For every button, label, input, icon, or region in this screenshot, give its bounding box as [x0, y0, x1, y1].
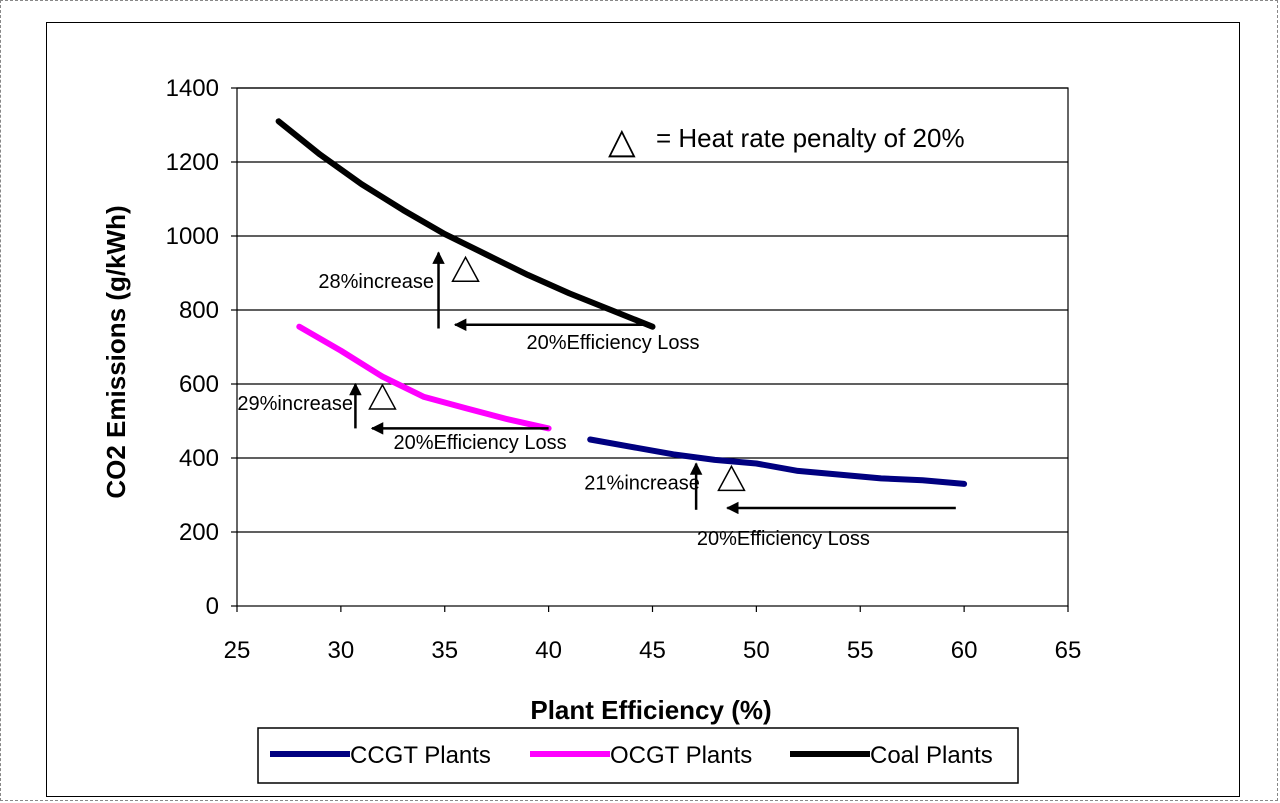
x-tick-label: 40	[535, 637, 562, 664]
annotation-label: 20%Efficiency Loss	[697, 528, 870, 550]
y-axis-title: CO2 Emissions (g/kWh)	[101, 205, 131, 498]
x-axis-title: Plant Efficiency (%)	[530, 695, 771, 725]
annotation-label: 21%increase	[584, 472, 700, 494]
series-line-ccgt-plants	[587, 436, 968, 487]
series-lines	[275, 118, 968, 487]
y-tick-label: 0	[206, 593, 219, 620]
legend-box	[257, 727, 1019, 784]
legend: CCGT Plants OCGT Plants Coal Plants	[257, 727, 1019, 784]
x-tick-label: 35	[431, 637, 458, 664]
annotation-label: 20%Efficiency Loss	[526, 332, 699, 354]
legend-label: CCGT Plants	[350, 742, 491, 769]
annotations: 28%increase 20%Efficiency Loss 29%increase…	[237, 251, 956, 550]
heat-rate-penalty-marker	[717, 464, 746, 492]
heat-rate-penalty-marker	[368, 383, 397, 410]
y-tick-label: 1200	[166, 149, 219, 176]
y-tick-label: 800	[179, 297, 219, 324]
chart-border	[46, 22, 1240, 797]
y-tick-label: 1400	[166, 75, 219, 102]
y-tick-label: 400	[179, 445, 219, 472]
x-tick-label: 60	[951, 637, 978, 664]
series-line-ocgt-plants	[296, 323, 552, 432]
marker-legend-text: = Heat rate penalty of 20%	[656, 123, 965, 153]
x-tick-label: 30	[328, 637, 355, 664]
marker-legend-symbol: △	[608, 120, 636, 161]
gridlines	[237, 87, 1068, 533]
series-line-coal-plants	[275, 118, 656, 330]
y-tick-label: 1000	[166, 223, 219, 250]
axes: 0 200 400 600 800 1000 1200 1400 25 30 35 40 45 50 55 6…	[166, 75, 1082, 664]
x-tick-label: 65	[1055, 637, 1082, 664]
x-tick-label: 55	[847, 637, 874, 664]
x-tick-label: 50	[743, 637, 770, 664]
x-tick-label: 45	[639, 637, 666, 664]
annotation-label: 20%Efficiency Loss	[394, 432, 567, 454]
x-tick-label: 25	[224, 637, 251, 664]
legend-label: Coal Plants	[870, 742, 993, 769]
y-tick-label: 600	[179, 371, 219, 398]
heat-rate-penalty-marker	[451, 255, 480, 283]
legend-label: OCGT Plants	[610, 742, 752, 769]
annotation-label: 29%increase	[237, 393, 353, 415]
annotation-label: 28%increase	[318, 271, 434, 293]
marker-legend-note: △ = Heat rate penalty of 20%	[608, 120, 965, 161]
y-tick-label: 200	[179, 519, 219, 546]
